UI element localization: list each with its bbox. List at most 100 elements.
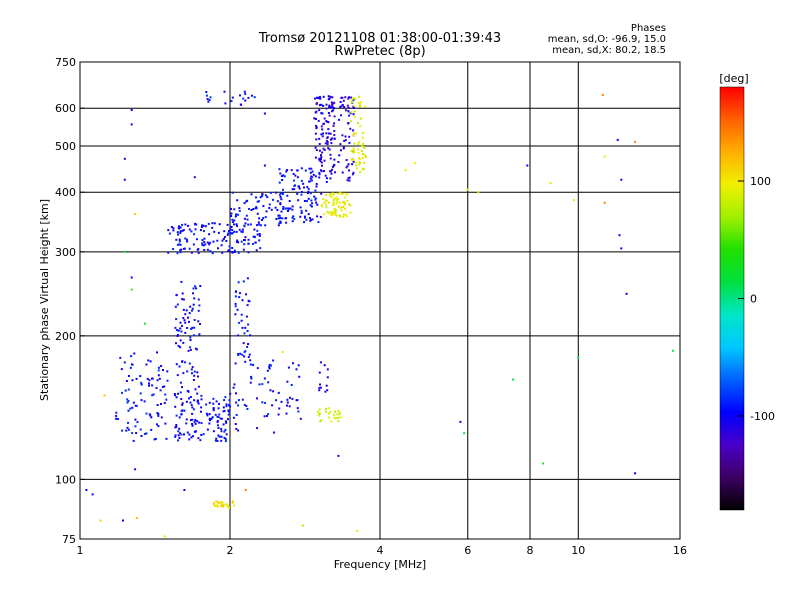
echo-point xyxy=(233,504,236,507)
echo-point xyxy=(148,384,150,387)
echo-point xyxy=(229,392,232,395)
echo-point xyxy=(163,385,166,388)
echo-point xyxy=(278,181,281,184)
echo-point xyxy=(269,191,272,194)
echo-point xyxy=(209,419,211,422)
echo-point xyxy=(189,336,192,339)
echo-point xyxy=(196,238,198,241)
echo-point xyxy=(300,179,303,182)
colorbar-tick-label: 100 xyxy=(750,175,771,188)
echo-point xyxy=(204,243,207,246)
echo-point xyxy=(290,384,293,386)
echo-point xyxy=(311,202,314,205)
echo-point xyxy=(358,141,361,144)
echo-point xyxy=(337,416,340,419)
echo-point xyxy=(320,103,323,106)
echo-point xyxy=(162,369,164,371)
echo-point xyxy=(192,408,195,411)
echo-point xyxy=(230,215,233,217)
echo-point xyxy=(299,417,302,420)
echo-point xyxy=(256,200,259,203)
echo-point xyxy=(342,192,345,195)
echo-point xyxy=(317,414,320,417)
echo-point xyxy=(290,169,293,172)
echo-point xyxy=(123,250,126,253)
echo-point xyxy=(199,439,202,442)
echo-point xyxy=(334,211,337,214)
echo-point xyxy=(158,377,161,380)
echo-point xyxy=(335,214,338,217)
echo-point xyxy=(279,221,282,224)
echo-point xyxy=(603,155,606,158)
echo-point xyxy=(354,97,357,100)
echo-point xyxy=(228,410,231,413)
echo-point xyxy=(346,104,349,107)
echo-point xyxy=(121,391,123,394)
echo-point xyxy=(323,148,326,151)
echo-point xyxy=(363,154,366,157)
echo-point xyxy=(549,182,552,185)
echo-point xyxy=(304,216,306,219)
echo-point xyxy=(190,368,193,371)
echo-point xyxy=(234,313,237,316)
echo-point xyxy=(194,222,196,225)
echo-point xyxy=(217,427,220,429)
echo-point xyxy=(352,149,355,151)
echo-point xyxy=(225,405,228,408)
echo-point xyxy=(625,292,628,295)
echo-point xyxy=(152,393,155,396)
echo-point xyxy=(268,367,271,370)
echo-point xyxy=(243,90,246,93)
echo-point xyxy=(266,369,269,372)
echo-point xyxy=(186,240,189,243)
echo-point xyxy=(264,224,267,227)
echo-point xyxy=(263,415,266,418)
x-tick-label: 1 xyxy=(77,544,84,557)
echo-point xyxy=(302,182,305,185)
echo-point xyxy=(243,351,246,354)
echo-point xyxy=(359,125,362,128)
echo-point xyxy=(361,150,363,152)
echo-point xyxy=(308,167,311,170)
echo-point xyxy=(270,364,272,367)
echo-point xyxy=(328,416,331,419)
echo-point xyxy=(175,318,178,321)
echo-point xyxy=(356,529,359,532)
echo-point xyxy=(177,329,180,332)
echo-point xyxy=(220,430,223,433)
echo-point xyxy=(130,288,133,291)
echo-point xyxy=(285,170,288,173)
echo-point xyxy=(292,172,295,175)
echo-point xyxy=(358,158,361,161)
echo-point xyxy=(193,176,196,179)
echo-point xyxy=(337,205,340,208)
echo-point xyxy=(189,348,192,351)
echo-point xyxy=(193,430,196,433)
echo-point xyxy=(672,349,675,352)
echo-point xyxy=(166,379,169,382)
echo-point xyxy=(172,229,175,232)
echo-point xyxy=(333,130,336,132)
echo-point xyxy=(172,227,175,230)
echo-point xyxy=(246,199,249,202)
echo-point xyxy=(258,239,261,242)
echo-point xyxy=(332,165,334,168)
echo-point xyxy=(208,99,211,101)
echo-point xyxy=(244,99,247,102)
echo-point xyxy=(167,229,170,232)
echo-point xyxy=(332,201,335,204)
echo-point xyxy=(230,232,233,235)
echo-point xyxy=(360,144,363,147)
colorbar-label: [deg] xyxy=(719,72,748,85)
chart-title: Tromsø 20121108 01:38:00-01:39:43 xyxy=(258,31,501,46)
echo-point xyxy=(267,381,270,384)
echo-point xyxy=(278,193,281,196)
echo-point xyxy=(331,168,334,171)
echo-point xyxy=(134,418,137,421)
echo-point xyxy=(348,179,351,182)
echo-point xyxy=(332,124,335,127)
echo-point xyxy=(318,143,321,145)
echo-point xyxy=(220,417,223,420)
echo-point xyxy=(634,140,637,143)
echo-point xyxy=(127,388,130,391)
